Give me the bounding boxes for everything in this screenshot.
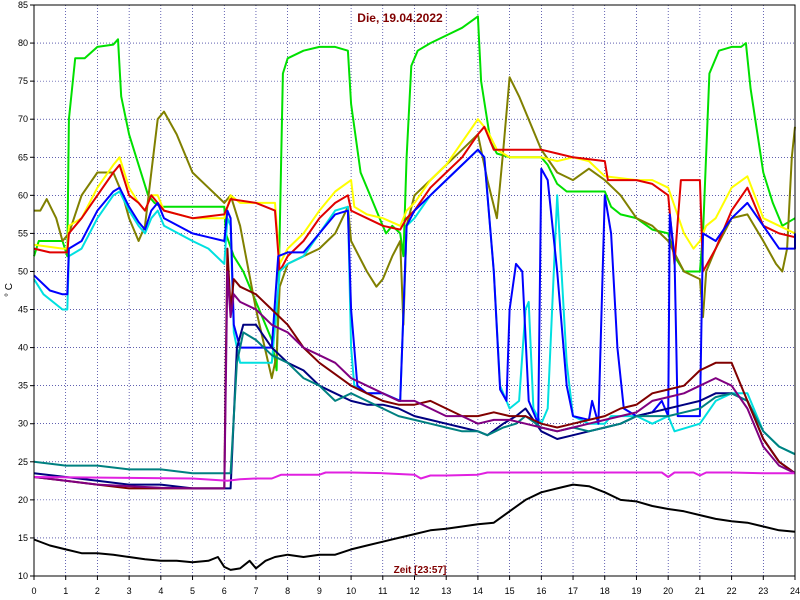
x-tick-label: 17 [568, 586, 578, 596]
y-tick-label: 70 [18, 114, 28, 124]
y-tick-label: 25 [18, 457, 28, 467]
x-tick-label: 24 [790, 586, 800, 596]
x-tick-label: 18 [600, 586, 610, 596]
y-tick-label: 45 [18, 305, 28, 315]
x-tick-label: 0 [31, 586, 36, 596]
x-tick-label: 21 [695, 586, 705, 596]
series-line-12 [33, 483, 796, 571]
x-tick-label: 6 [222, 586, 227, 596]
x-tick-label: 2 [95, 586, 100, 596]
series-line-4 [33, 125, 796, 273]
series-line-10 [33, 270, 796, 490]
y-tick-label: 10 [18, 571, 28, 581]
x-tick-label: 9 [317, 586, 322, 596]
y-tick-label: 80 [18, 38, 28, 48]
y-tick-label: 65 [18, 152, 28, 162]
x-axis-label: Zeit [23:57] [394, 565, 447, 576]
x-tick-label: 4 [158, 586, 163, 596]
x-tick-label: 23 [758, 586, 768, 596]
y-tick-label: 20 [18, 495, 28, 505]
grid [33, 4, 796, 577]
y-tick-label: 85 [18, 0, 28, 10]
x-tick-label: 12 [409, 586, 419, 596]
tick-labels: 0 1 2 3 4 5 6 7 8 9 10 11 12 13 14 15 16 17 18 19 20 21 22 23 24… [18, 0, 800, 596]
x-tick-label: 1 [63, 586, 68, 596]
x-tick-label: 19 [631, 586, 641, 596]
x-tick-label: 8 [285, 586, 290, 596]
x-tick-label: 15 [505, 586, 515, 596]
series-line-7 [33, 323, 796, 490]
x-tick-label: 22 [727, 586, 737, 596]
x-tick-label: 10 [346, 586, 356, 596]
x-tick-label: 3 [127, 586, 132, 596]
y-tick-label: 15 [18, 533, 28, 543]
y-tick-label: 55 [18, 228, 28, 238]
chart-title: Die, 19.04.2022 [357, 11, 443, 25]
x-tick-label: 5 [190, 586, 195, 596]
series-layer [33, 15, 796, 571]
y-tick-label: 30 [18, 419, 28, 429]
x-tick-label: 11 [378, 586, 387, 596]
x-tick-label: 16 [536, 586, 546, 596]
y-axis-label: ° C [4, 283, 15, 297]
y-tick-label: 40 [18, 343, 28, 353]
y-tick-label: 50 [18, 266, 28, 276]
x-tick-label: 14 [473, 586, 483, 596]
y-tick-label: 60 [18, 190, 28, 200]
series-line-11 [33, 471, 795, 482]
x-tick-label: 13 [441, 586, 451, 596]
x-tick-label: 7 [253, 586, 258, 596]
y-tick-label: 75 [18, 76, 28, 86]
series-line-8 [33, 331, 796, 475]
x-tick-label: 20 [663, 586, 673, 596]
y-tick-label: 35 [18, 381, 28, 391]
